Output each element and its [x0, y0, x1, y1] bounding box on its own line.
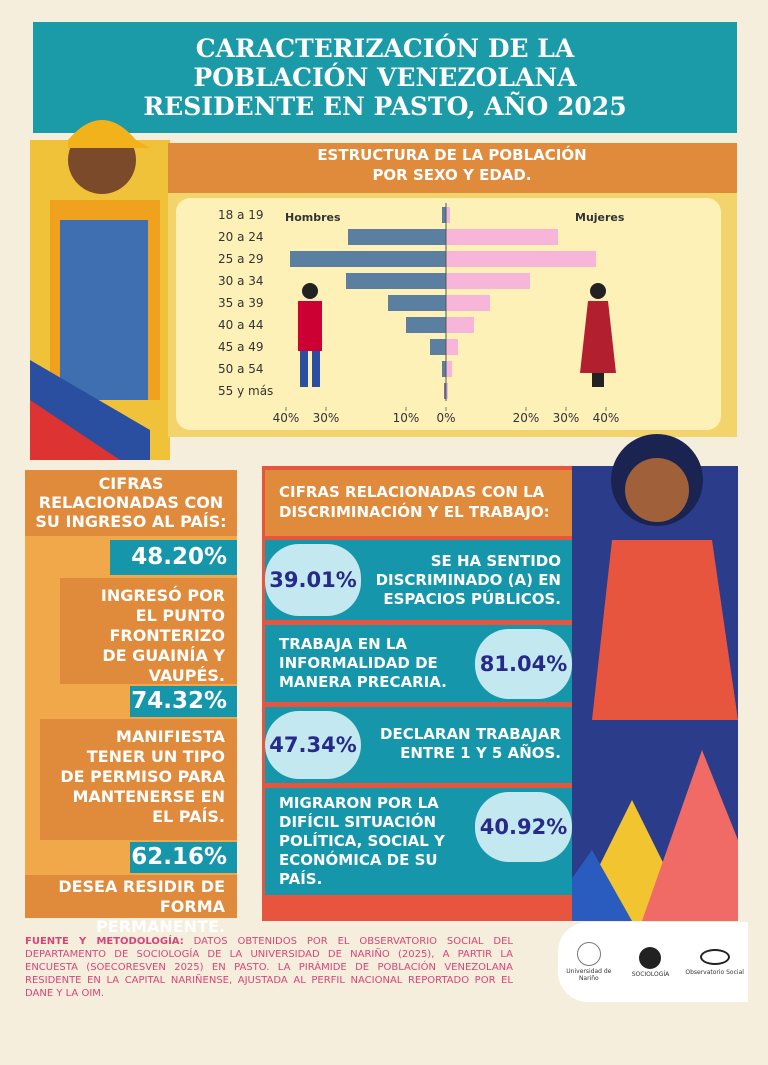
bar: [446, 361, 452, 377]
legend-label: Mujeres: [575, 211, 625, 224]
stat-value: 47.34%: [265, 711, 361, 779]
footer-text: FUENTE Y METODOLOGÍA: DATOS OBTENIDOS PO…: [25, 935, 513, 1000]
bar: [446, 207, 450, 223]
chart-title: ESTRUCTURA DE LA POBLACIÓN: [317, 145, 586, 164]
ingreso-title: CIFRAS RELACIONADAS CON SU INGRESO AL PA…: [25, 470, 237, 536]
title-line: POBLACIÓN VENEZOLANA: [193, 63, 577, 92]
stat-value: 48.20%: [110, 540, 237, 575]
bar: [430, 339, 446, 355]
bar: [446, 229, 558, 245]
stat-text: MANIFIESTA TENER UN TIPO DE PERMISO PARA…: [40, 719, 237, 840]
title-line: CARACTERIZACIÓN DE LA: [195, 34, 575, 63]
header: CARACTERIZACIÓN DE LA POBLACIÓN VENEZOLA…: [33, 22, 737, 133]
illustration-woman: [572, 434, 738, 921]
footer-body: DATOS OBTENIDOS POR EL OBSERVATORIO SOCI…: [25, 936, 513, 999]
bar: [446, 339, 458, 355]
footer-label: FUENTE Y METODOLOGÍA:: [25, 936, 184, 947]
x-tick-label: 40%: [593, 411, 620, 425]
legend-label: Hombres: [285, 211, 341, 224]
x-tick-label: 30%: [313, 411, 340, 425]
bar: [348, 229, 446, 245]
stat-text: MIGRARON POR LA DIFÍCIL SITUACIÓN POLÍTI…: [279, 794, 445, 888]
bar: [442, 207, 446, 223]
stat-card: 39.01% SE HA SENTIDO DISCRIMINADO (A) EN…: [265, 540, 572, 620]
category-label: 55 y más: [218, 384, 273, 398]
x-tick-label: 0%: [436, 411, 455, 425]
stat-text: DECLARAN TRABAJAR ENTRE 1 Y 5 AÑOS.: [380, 725, 561, 762]
logos: Universidad de Nariño SOCIOLOGÍA Observa…: [558, 922, 748, 1002]
category-label: 20 a 24: [218, 230, 264, 244]
stat-text: SE HA SENTIDO DISCRIMINADO (A) EN ESPACI…: [375, 552, 561, 608]
discriminacion-title: CIFRAS RELACIONADAS CON LA DISCRIMINACIÓ…: [265, 470, 572, 536]
category-label: 30 a 34: [218, 274, 264, 288]
man-figure: [298, 283, 322, 387]
stat-value: 39.01%: [265, 544, 361, 616]
bar: [290, 251, 446, 267]
category-label: 40 a 44: [218, 318, 264, 332]
bar: [388, 295, 446, 311]
stat-value: 40.92%: [475, 792, 572, 862]
bar: [446, 317, 474, 333]
bar: [446, 251, 596, 267]
logo: Observatorio Social: [685, 948, 745, 976]
logo-label: Observatorio Social: [685, 968, 744, 976]
bar: [406, 317, 446, 333]
category-label: 25 a 29: [218, 252, 264, 266]
stat-card: MIGRARON POR LA DIFÍCIL SITUACIÓN POLÍTI…: [265, 788, 572, 895]
stat-text: INGRESÓ POR EL PUNTO FRONTERIZO DE GUAIN…: [60, 578, 237, 685]
stat-text: DESEA RESIDIR DE FORMA PERMANENTE.: [25, 875, 237, 936]
stat-card: 47.34% DECLARAN TRABAJAR ENTRE 1 Y 5 AÑO…: [265, 707, 572, 783]
pyramid-chart: ESTRUCTURA DE LA POBLACIÓN POR SEXO Y ED…: [168, 143, 737, 437]
bar: [446, 273, 530, 289]
x-tick-label: 20%: [513, 411, 540, 425]
bar: [446, 383, 448, 399]
illustration-man: [30, 120, 170, 460]
woman-figure: [580, 283, 616, 387]
category-label: 50 a 54: [218, 362, 264, 376]
category-label: 18 a 19: [218, 208, 264, 222]
logo: Universidad de Nariño: [561, 942, 616, 982]
bar: [346, 273, 446, 289]
stat-value: 62.16%: [130, 842, 237, 873]
stat-value: 74.32%: [130, 686, 237, 717]
bar: [444, 383, 446, 399]
bar: [442, 361, 446, 377]
category-label: 45 a 49: [218, 340, 264, 354]
x-tick-label: 10%: [393, 411, 420, 425]
stat-value: 81.04%: [475, 629, 572, 699]
logo-label: Universidad de Nariño: [566, 968, 612, 982]
x-tick-label: 40%: [273, 411, 300, 425]
category-label: 35 a 39: [218, 296, 264, 310]
title-line: RESIDENTE EN PASTO, AÑO 2025: [143, 92, 627, 121]
bar: [446, 295, 490, 311]
top-margin: [0, 0, 768, 20]
stat-text: TRABAJA EN LA INFORMALIDAD DE MANERA PRE…: [279, 635, 447, 691]
logo: SOCIOLOGÍA: [623, 946, 678, 978]
x-tick-label: 30%: [553, 411, 580, 425]
chart-title: POR SEXO Y EDAD.: [372, 166, 531, 184]
logo-label: SOCIOLOGÍA: [631, 970, 670, 978]
stat-card: TRABAJA EN LA INFORMALIDAD DE MANERA PRE…: [265, 625, 572, 702]
panel-header: [168, 143, 737, 193]
